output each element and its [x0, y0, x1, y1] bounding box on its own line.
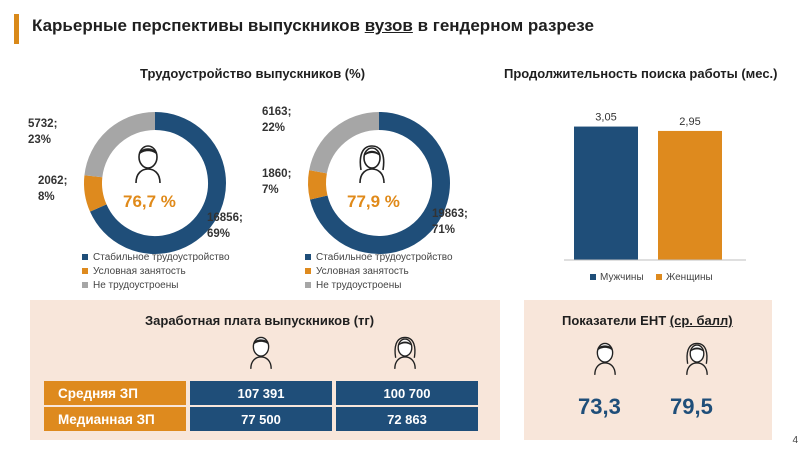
legend-swatch — [305, 282, 311, 288]
female-stable-label: 19863; 71% — [432, 208, 468, 236]
female-conditional-label: 1860; 7% — [262, 168, 292, 196]
title-accent-bar — [14, 14, 19, 44]
ent-male-score: 73,3 — [578, 394, 621, 419]
legend-swatch — [82, 282, 88, 288]
page-title: Карьерные перспективы выпускников вузов … — [32, 16, 594, 35]
salary-title: Заработная плата выпускников (тг) — [145, 313, 375, 328]
legend-item-stable: Стабильное трудоустройство — [82, 250, 230, 264]
legend-swatch — [82, 268, 88, 274]
salary-median-female: 72 863 — [336, 407, 478, 431]
legend-swatch — [305, 268, 311, 274]
donut-male-svg — [84, 112, 226, 254]
employment-title: Трудоустройство выпускников (%) — [140, 66, 366, 81]
female-slice-conditional — [308, 170, 328, 200]
salary-median-male: 77 500 — [190, 407, 332, 431]
bar-value-label: 3,05 — [595, 112, 616, 124]
ent-female-score: 79,5 — [670, 394, 713, 419]
female-graduate-icon — [359, 145, 385, 184]
bar-female — [658, 130, 722, 260]
legend-swatch — [656, 274, 662, 280]
search-title: Продолжительность поиска работы (мес.) — [504, 66, 778, 81]
male-stable-label: 16856; 69% — [207, 212, 243, 240]
donut-female-svg — [308, 112, 450, 254]
male-slice-conditional — [84, 175, 107, 212]
female-slice-stable — [309, 112, 450, 254]
legend-item-conditional: Условная занятость — [305, 264, 453, 278]
female-icon — [394, 336, 416, 369]
female-employment-pct: 77,9 % — [347, 192, 400, 211]
row-label-median: Медианная ЗП — [44, 407, 186, 431]
legend-female: Стабильное трудоустройство Условная заня… — [305, 250, 453, 292]
page-number: 4 — [792, 435, 798, 446]
search-bar-chart: 3,05 2,95 Мужчины Женщины — [564, 112, 746, 283]
male-icon — [250, 336, 272, 369]
ent-title: Показатели ЕНТ (ср. балл) — [562, 313, 733, 328]
male-graduate-icon — [135, 145, 161, 184]
salary-avg-male: 107 391 — [190, 381, 332, 405]
male-conditional-label: 2062; 8% — [38, 175, 68, 203]
bar-male — [574, 126, 638, 260]
legend-swatch — [305, 254, 311, 260]
male-unemployed-label: 5732; 23% — [28, 118, 58, 146]
male-slice-stable — [90, 112, 226, 254]
female-unemployed-label: 6163; 22% — [262, 106, 292, 134]
male-slice-unemployed — [84, 112, 156, 178]
ent-female-icon — [686, 342, 708, 375]
ent-male-icon — [594, 342, 616, 375]
salary-avg-female: 100 700 — [336, 381, 478, 405]
female-slice-unemployed — [309, 112, 380, 174]
legend-male: Стабильное трудоустройство Условная заня… — [82, 250, 230, 292]
donut-male — [80, 108, 230, 258]
legend-swatch — [82, 254, 88, 260]
legend-item-stable: Стабильное трудоустройство — [305, 250, 453, 264]
row-label-average: Средняя ЗП — [44, 381, 186, 405]
ent-panel — [524, 300, 772, 440]
legend-item-unemployed: Не трудоустроены — [305, 278, 453, 292]
legend-item-conditional: Условная занятость — [82, 264, 230, 278]
bar-value-label: 2,95 — [679, 116, 700, 128]
legend-swatch — [590, 274, 596, 280]
male-employment-pct: 76,7 % — [123, 192, 176, 211]
legend-item-unemployed: Не трудоустроены — [82, 278, 230, 292]
legend-label: Женщины — [666, 272, 713, 283]
donut-female — [304, 108, 454, 258]
legend-label: Мужчины — [600, 272, 644, 283]
